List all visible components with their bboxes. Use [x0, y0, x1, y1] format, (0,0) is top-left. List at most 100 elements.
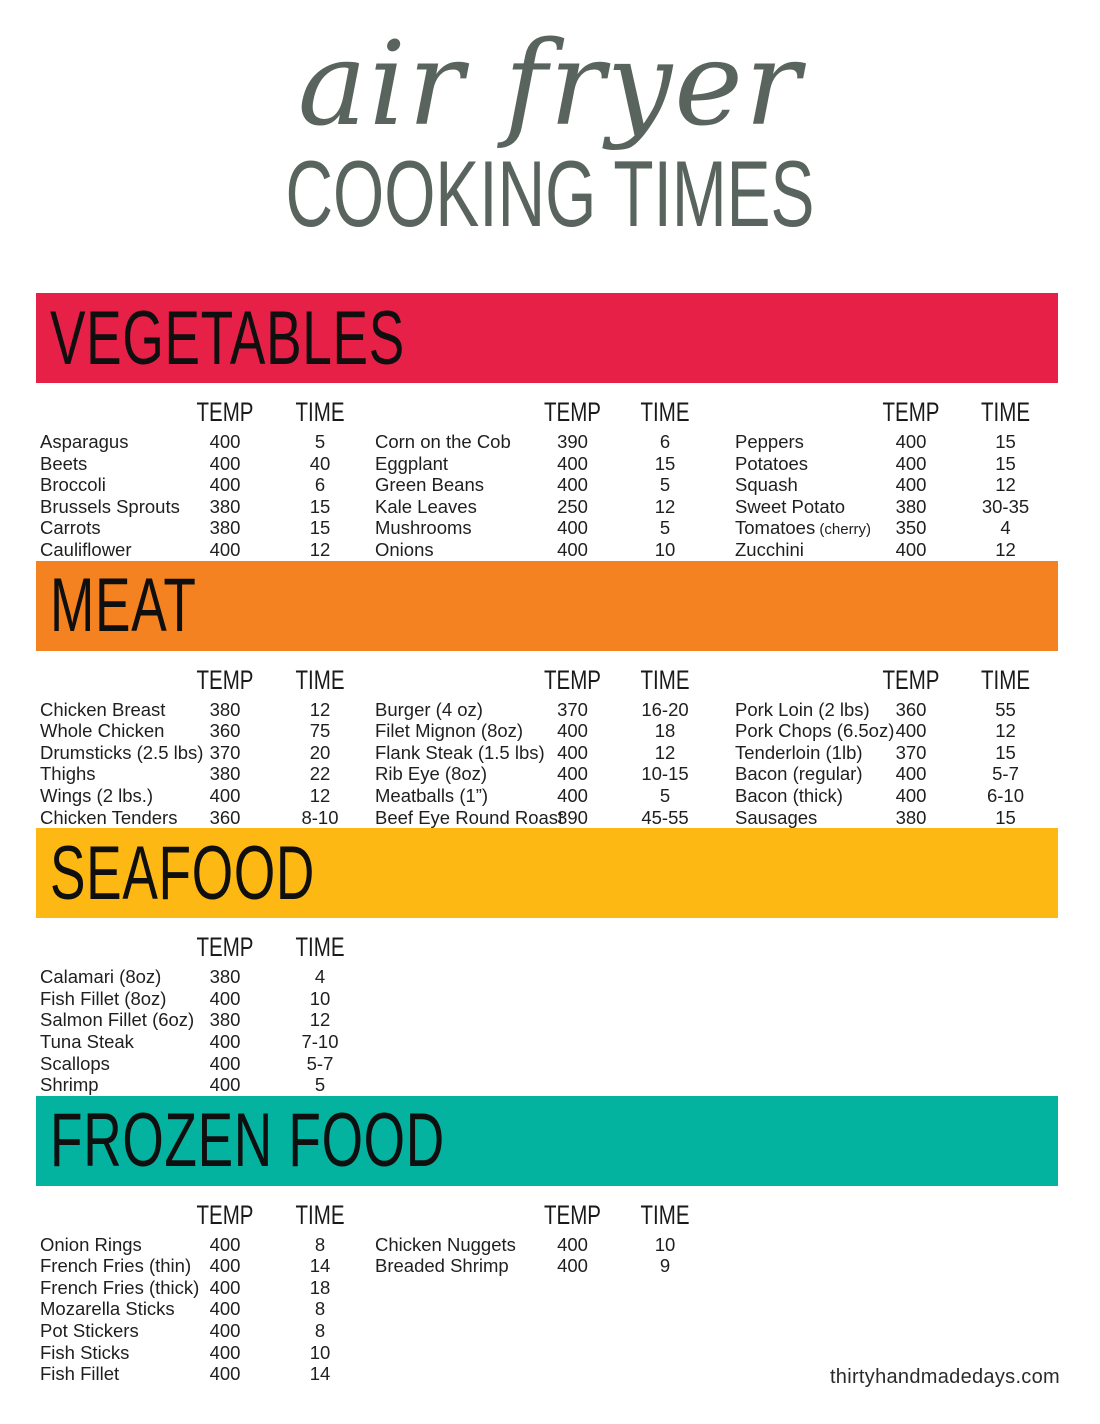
food-name: Eggplant [375, 452, 449, 474]
food-name: Fish Fillet (8oz) [40, 987, 167, 1009]
food-name: Zucchini [735, 538, 804, 560]
food-row: Potatoes 400 15 [735, 453, 1059, 475]
page-footer: thirtyhandmadedays.com [830, 1366, 1060, 1389]
time-column-header: TIME [295, 1199, 345, 1230]
food-temp: 400 [557, 784, 588, 806]
food-time: 5 [314, 1074, 326, 1096]
time-column-header: TIME [640, 397, 690, 427]
food-name: Wings (2 lbs.) [40, 784, 154, 806]
section-groups: TEMP TIME Calamari (8oz) 380 4 Fish Fillet (8… [0, 918, 1100, 1096]
section-vegetables: VEGETABLES TEMP TIME Asparagus 400 5 Beets 400 4… [0, 293, 1100, 561]
food-row: Mushrooms 400 5 [375, 517, 735, 539]
food-row: French Fries (thin) 400 14 [40, 1255, 375, 1277]
food-row: Beets 400 40 [40, 453, 375, 475]
food-name: Meatballs (1”) [375, 784, 489, 806]
food-name: Onion Rings [40, 1233, 142, 1255]
food-temp: 400 [209, 538, 241, 560]
food-name: Sausages [735, 806, 818, 828]
section-title: SEAFOOD [50, 830, 316, 916]
food-row: Peppers 400 15 [735, 431, 1059, 453]
section-groups: TEMP TIME Chicken Breast 380 12 Whole Chicken… [0, 651, 1100, 829]
food-temp: 400 [557, 1233, 588, 1255]
food-time: 8 [314, 1298, 326, 1320]
food-row: Chicken Nuggets 400 10 [375, 1234, 735, 1256]
food-temp: 400 [895, 784, 927, 806]
food-row: Meatballs (1”) 400 5 [375, 785, 735, 807]
food-temp: 400 [209, 452, 241, 474]
food-row: Fish Sticks 400 10 [40, 1342, 375, 1364]
food-temp: 390 [557, 806, 588, 828]
food-temp: 400 [895, 538, 927, 560]
food-group: TEMP TIME Peppers 400 15 Potatoes 400 15 Squash 4… [735, 393, 1059, 561]
food-name: Carrots [40, 517, 101, 539]
food-name: Brussels Sprouts [40, 495, 180, 517]
food-time: 10 [654, 538, 676, 560]
food-temp: 380 [209, 1009, 241, 1031]
food-name: Rib Eye (8oz) [375, 763, 488, 785]
column-header-row: TEMP TIME [40, 661, 375, 695]
food-row: Brussels Sprouts 380 15 [40, 496, 375, 518]
food-name: Peppers [735, 431, 804, 452]
food-row: Corn on the Cob 390 6 [375, 431, 735, 453]
food-time: 14 [309, 1255, 331, 1277]
temp-column-header: TEMP [882, 397, 940, 427]
food-row: Pot Stickers 400 8 [40, 1320, 375, 1342]
food-name: French Fries (thick) [40, 1276, 200, 1298]
column-header-row: TEMP TIME [735, 661, 1059, 695]
food-temp: 400 [209, 1052, 241, 1074]
food-time: 10-15 [641, 763, 689, 785]
food-row: Onion Rings 400 8 [40, 1234, 375, 1256]
section-title: MEAT [50, 563, 197, 649]
food-name: French Fries (thin) [40, 1255, 192, 1277]
food-time: 18 [654, 720, 676, 742]
food-temp: 400 [557, 741, 588, 763]
food-row: Tomatoes (cherry) 350 4 [735, 517, 1059, 539]
temp-column-header: TEMP [196, 1199, 254, 1230]
page-title-script: air fryer [297, 17, 803, 152]
food-name: Mushrooms [375, 517, 472, 539]
vegetables-title-band: VEGETABLES [36, 293, 1058, 383]
time-column-header: TIME [295, 664, 345, 695]
food-name: Broccoli [40, 474, 106, 496]
food-name: Pork Chops (6.5oz) [735, 720, 895, 742]
food-name: Breaded Shrimp [375, 1255, 509, 1277]
food-name: Chicken Tenders [40, 806, 178, 828]
food-row: Rib Eye (8oz) 400 10-15 [375, 763, 735, 785]
food-time: 40 [309, 452, 331, 474]
section-title: FROZEN FOOD [50, 1098, 445, 1184]
column-header-row: TEMP TIME [375, 393, 735, 427]
food-name: Bacon (regular) [735, 763, 863, 785]
food-temp: 400 [209, 1341, 241, 1363]
food-name: Calamari (8oz) [40, 966, 162, 988]
food-time: 5 [314, 431, 326, 452]
food-row: Onions 400 10 [375, 539, 735, 561]
food-name: Tomatoes (cherry) [735, 517, 872, 539]
food-time: 8 [314, 1233, 326, 1255]
column-header-row: TEMP TIME [40, 1196, 375, 1230]
column-header-row: TEMP TIME [40, 928, 375, 962]
food-temp: 400 [895, 431, 927, 452]
food-name: Bacon (thick) [735, 784, 843, 806]
food-group: TEMP TIME Burger (4 oz) 370 16-20 Filet Migno… [375, 661, 735, 829]
food-row: Shrimp 400 5 [40, 1074, 375, 1096]
food-time: 15 [995, 431, 1016, 452]
food-time: 15 [995, 452, 1016, 474]
food-row: Chicken Tenders 360 8-10 [40, 807, 375, 829]
food-row: Tenderloin (1lb) 370 15 [735, 742, 1059, 764]
food-temp: 380 [895, 806, 927, 828]
temp-column-header: TEMP [543, 397, 601, 427]
food-temp: 400 [557, 474, 588, 496]
food-row: Sausages 380 15 [735, 807, 1059, 829]
food-temp: 400 [557, 1255, 588, 1277]
section-groups: TEMP TIME Onion Rings 400 8 French Fries (thi… [0, 1186, 1100, 1385]
food-group: TEMP TIME Asparagus 400 5 Beets 400 40 Broccoli 4… [40, 393, 375, 561]
food-temp: 400 [557, 517, 588, 539]
food-name: Kale Leaves [375, 495, 477, 517]
food-temp: 400 [209, 1276, 241, 1298]
food-row: Broccoli 400 6 [40, 474, 375, 496]
food-time: 15 [309, 495, 331, 517]
food-row: Breaded Shrimp 400 9 [375, 1255, 735, 1277]
food-temp: 400 [209, 1255, 241, 1277]
food-temp: 400 [895, 720, 927, 742]
